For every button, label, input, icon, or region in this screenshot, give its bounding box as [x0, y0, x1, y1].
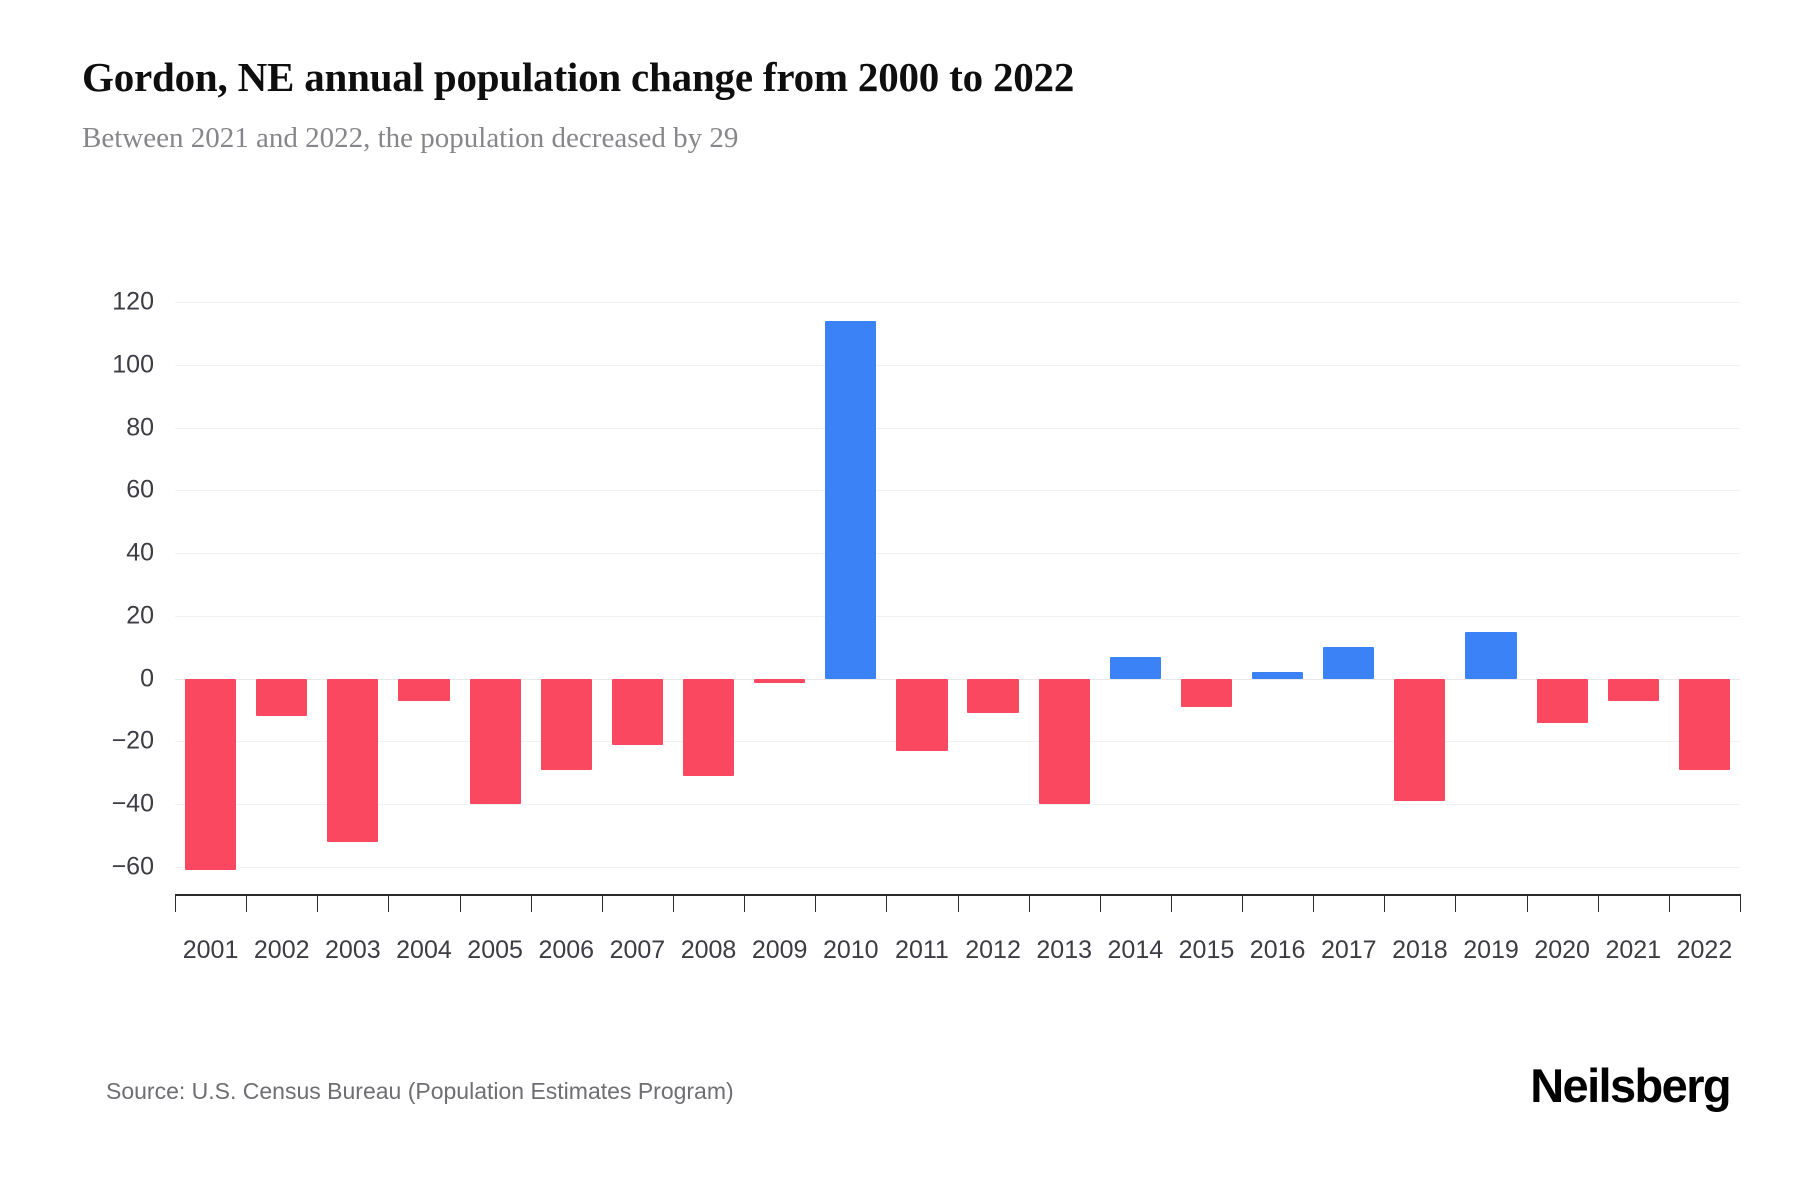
x-axis-tick: [1740, 894, 1741, 912]
x-axis-tick: [459, 894, 461, 912]
x-axis-tick-label: 2011: [895, 936, 949, 964]
x-axis-tick: [317, 894, 319, 912]
bar-2018[interactable]: [1394, 678, 1446, 802]
x-axis-tick-label: 2013: [1036, 936, 1093, 964]
bar-2001[interactable]: [184, 678, 237, 871]
x-axis-tick-label: 2007: [609, 936, 666, 964]
chart-header: Gordon, NE annual population change from…: [82, 52, 1722, 158]
bar-2012[interactable]: [967, 678, 1019, 714]
x-axis-tick: [957, 894, 959, 912]
bar-2022[interactable]: [1678, 678, 1731, 770]
page-title: Gordon, NE annual population change from…: [82, 54, 1075, 100]
bar-2010[interactable]: [825, 320, 877, 679]
x-axis-tick: [672, 894, 674, 912]
bar-2007[interactable]: [611, 678, 663, 745]
x-axis-tick-label: 2001: [182, 936, 239, 964]
x-axis-tick-label: 2016: [1249, 936, 1306, 964]
bar-2016[interactable]: [1252, 672, 1304, 679]
y-axis-tick-label: −60: [111, 852, 154, 881]
x-axis-tick-label: 2012: [965, 936, 1021, 964]
brand-logo: Neilsberg: [1530, 1059, 1731, 1112]
x-axis-tick-label: 2022: [1676, 936, 1733, 964]
x-axis-tick-label: 2005: [467, 936, 523, 964]
zero-gridline: [175, 678, 1740, 680]
x-axis-tick: [246, 894, 248, 912]
bar-2004[interactable]: [398, 678, 450, 701]
gridline: [175, 615, 1740, 617]
x-axis-tick: [1028, 894, 1030, 912]
y-axis-tick-label: −20: [111, 726, 154, 755]
y-axis-tick-label: −40: [111, 789, 154, 818]
bar-2014[interactable]: [1109, 656, 1161, 679]
x-axis-tick-label: 2020: [1534, 936, 1590, 964]
x-axis-tick: [175, 894, 176, 912]
gridline: [175, 427, 1740, 429]
x-axis-tick-label: 2015: [1178, 936, 1235, 964]
bar-2015[interactable]: [1180, 678, 1233, 707]
x-axis-tick-label: 2021: [1605, 936, 1662, 964]
x-axis-tick-label: 2014: [1107, 936, 1164, 964]
y-axis-tick-label: 40: [126, 538, 154, 567]
x-axis-tick-label: 2010: [822, 936, 879, 964]
x-axis-tick: [1099, 894, 1101, 912]
bar-series: [175, 281, 1740, 888]
bar-2009[interactable]: [754, 678, 806, 683]
x-axis-tick: [1313, 894, 1315, 912]
x-axis-tick: [388, 894, 390, 912]
x-axis-tick: [1455, 894, 1457, 912]
x-axis-tick: [815, 894, 817, 912]
x-axis-tick: [1668, 894, 1670, 912]
x-axis-tick-label: 2017: [1320, 936, 1377, 964]
x-axis-tick-label: 2018: [1392, 936, 1448, 964]
gridline: [175, 490, 1740, 492]
bar-2006[interactable]: [540, 678, 592, 770]
y-axis-tick-label: 60: [126, 475, 154, 504]
y-axis-tick-label: 80: [126, 413, 154, 442]
bar-2002[interactable]: [256, 678, 308, 717]
x-axis-tick: [601, 894, 603, 912]
plot-area: [175, 281, 1740, 888]
x-axis-tick-label: 2009: [751, 936, 808, 964]
x-axis-tick: [744, 894, 746, 912]
y-axis-tick-label: 0: [140, 664, 154, 693]
bar-2011[interactable]: [896, 678, 948, 751]
gridline: [175, 741, 1740, 743]
bar-2019[interactable]: [1465, 631, 1517, 679]
y-axis-tick-label: 100: [112, 350, 154, 379]
x-axis-tick-label: 2004: [396, 936, 452, 964]
bar-2021[interactable]: [1607, 678, 1659, 701]
x-axis-tick: [1384, 894, 1386, 912]
x-axis-tick-label: 2003: [325, 936, 381, 964]
x-axis-tick: [886, 894, 888, 912]
gridline: [175, 364, 1740, 366]
x-axis-tick: [1597, 894, 1599, 912]
bar-2017[interactable]: [1323, 647, 1375, 679]
x-axis-tick: [530, 894, 532, 912]
x-axis-tick-label: 2008: [680, 936, 737, 964]
y-axis-tick-label: 120: [112, 287, 154, 316]
x-axis-tick-label: 2002: [253, 936, 310, 964]
x-axis-tick-label: 2006: [538, 936, 595, 964]
source-note: Source: U.S. Census Bureau (Population E…: [106, 1078, 734, 1104]
x-axis-tick: [1242, 894, 1244, 912]
y-axis-tick-label: 20: [126, 601, 154, 630]
gridline: [175, 804, 1740, 806]
gridline: [175, 866, 1740, 868]
bar-2005[interactable]: [469, 678, 521, 805]
gridline: [175, 553, 1740, 555]
gridline: [175, 302, 1740, 304]
bar-2013[interactable]: [1038, 678, 1090, 805]
bar-2008[interactable]: [682, 678, 735, 776]
bar-2003[interactable]: [327, 678, 379, 842]
x-axis-tick-label: 2019: [1463, 936, 1519, 964]
bar-2020[interactable]: [1536, 678, 1588, 723]
x-axis-tick: [1170, 894, 1172, 912]
x-axis-tick: [1526, 894, 1528, 912]
chart-subtitle: Between 2021 and 2022, the population de…: [82, 122, 739, 154]
